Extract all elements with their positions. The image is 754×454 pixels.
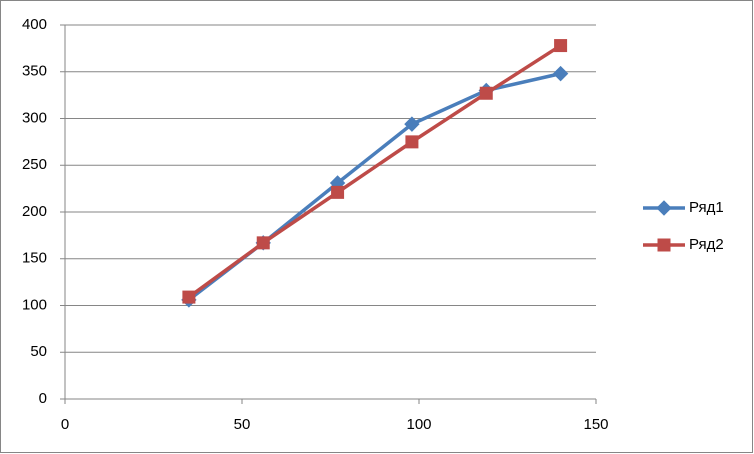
x-tick-label: 0 [61, 416, 69, 433]
marker [554, 39, 568, 53]
marker [405, 135, 419, 149]
marker [404, 116, 420, 132]
x-tick-label: 50 [234, 416, 251, 433]
legend-marker [657, 238, 671, 252]
y-tick-label: 0 [39, 390, 47, 407]
marker [552, 65, 569, 82]
legend-label: Ряд2 [689, 236, 724, 253]
x-tick-label: 150 [583, 416, 608, 433]
x-tick-label: 100 [406, 416, 431, 433]
y-tick-label: 150 [22, 250, 47, 267]
y-tick-label: 200 [22, 203, 47, 220]
legend-marker [656, 200, 672, 216]
marker [182, 290, 196, 304]
marker [479, 86, 493, 100]
y-tick-label: 350 [22, 63, 47, 80]
y-tick-label: 400 [22, 16, 47, 33]
y-tick-label: 250 [22, 156, 47, 173]
y-tick-label: 50 [30, 343, 47, 360]
legend-label: Ряд1 [689, 199, 724, 216]
series-line [187, 44, 562, 299]
y-tick-label: 300 [22, 109, 47, 126]
y-tick-label: 100 [22, 296, 47, 313]
marker [331, 185, 345, 199]
marker [256, 236, 270, 250]
